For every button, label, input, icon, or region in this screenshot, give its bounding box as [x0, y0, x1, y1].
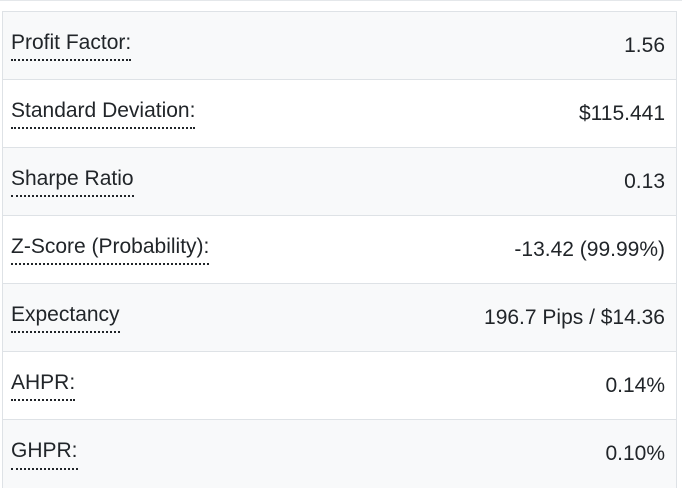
table-row: Sharpe Ratio 0.13 [3, 148, 676, 216]
stat-value: 196.7 Pips / $14.36 [484, 305, 665, 329]
top-divider [0, 0, 682, 1]
stat-value: 1.56 [624, 33, 665, 57]
stat-label[interactable]: Expectancy [11, 302, 120, 334]
table-row: GHPR: 0.10% [3, 420, 676, 488]
stat-label[interactable]: Profit Factor: [11, 30, 132, 62]
stat-label[interactable]: GHPR: [11, 438, 78, 470]
stat-label[interactable]: Standard Deviation: [11, 98, 196, 130]
statistics-table: Profit Factor: 1.56 Standard Deviation: … [2, 11, 677, 488]
stat-label[interactable]: Sharpe Ratio [11, 166, 134, 198]
table-row: Profit Factor: 1.56 [3, 12, 676, 80]
table-row: Z-Score (Probability): -13.42 (99.99%) [3, 216, 676, 284]
stat-value: 0.13 [624, 169, 665, 193]
stat-label[interactable]: Z-Score (Probability): [11, 234, 210, 266]
table-row: Standard Deviation: $115.441 [3, 80, 676, 148]
stat-value: 0.14% [605, 373, 665, 397]
table-row: AHPR: 0.14% [3, 352, 676, 420]
stat-label[interactable]: AHPR: [11, 370, 76, 402]
table-row: Expectancy 196.7 Pips / $14.36 [3, 284, 676, 352]
stat-value: 0.10% [605, 442, 665, 466]
stat-value: -13.42 (99.99%) [514, 237, 665, 261]
stat-value: $115.441 [578, 101, 665, 125]
